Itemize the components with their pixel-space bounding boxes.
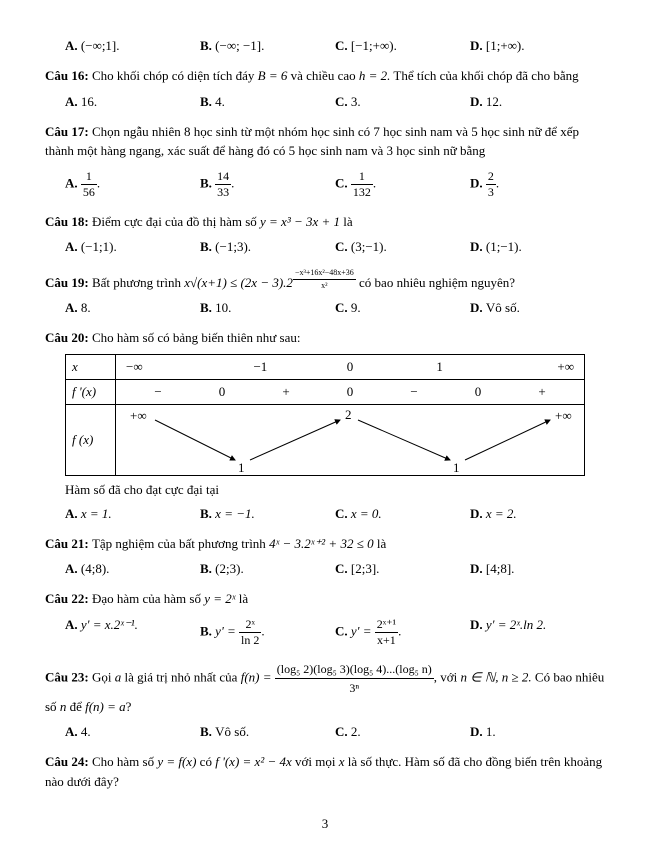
q18-options: A. (−1;1). B. (−1;3). C. (3;−1). D. (1;−…	[65, 239, 605, 255]
svg-text:2: 2	[345, 407, 352, 422]
svg-text:1: 1	[238, 460, 245, 475]
option-a: A. (−∞;1].	[65, 38, 200, 54]
question-23: Câu 23: Gọi a là giá trị nhỏ nhất của f(…	[45, 660, 605, 717]
variation-arrows: +∞ 1 2 1 +∞	[116, 405, 584, 475]
question-16: Câu 16: Cho khối chóp có diện tích đáy B…	[45, 66, 605, 86]
option-b: B. (−∞; −1].	[200, 38, 335, 54]
option-b: B. x = −1.	[200, 506, 335, 522]
q17-options: A. 156. B. 1433. C. 1132. D. 23.	[65, 169, 605, 200]
option-c: C. [2;3].	[335, 561, 470, 577]
q22-options: A. y' = x.2ˣ⁻¹. B. y' = 2ˣln 2. C. y' = …	[65, 617, 605, 648]
option-d: D. 1.	[470, 724, 605, 740]
option-d: D. (1;−1).	[470, 239, 605, 255]
option-b: B. 1433.	[200, 169, 335, 200]
question-17: Câu 17: Chọn ngẫu nhiên 8 học sinh từ mộ…	[45, 122, 605, 161]
option-c: C. [−1;+∞).	[335, 38, 470, 54]
option-b: B. y' = 2ˣln 2.	[200, 617, 335, 648]
option-c: C. 2.	[335, 724, 470, 740]
option-c: C. 3.	[335, 94, 470, 110]
option-a: A. x = 1.	[65, 506, 200, 522]
option-d: D. [1;+∞).	[470, 38, 605, 54]
option-c: C. (3;−1).	[335, 239, 470, 255]
f-left-inf: +∞	[130, 408, 147, 423]
question-18: Câu 18: Điểm cực đại của đồ thị hàm số y…	[45, 212, 605, 232]
option-b: B. 4.	[200, 94, 335, 110]
option-c: C. y' = 2ˣ⁺¹x+1.	[335, 617, 470, 648]
option-d: D. [4;8].	[470, 561, 605, 577]
question-21: Câu 21: Tập nghiệm của bất phương trình …	[45, 534, 605, 554]
question-20: Câu 20: Cho hàm số có bảng biến thiên nh…	[45, 328, 605, 348]
q20-options: A. x = 1. B. x = −1. C. x = 0. D. x = 2.	[65, 506, 605, 522]
option-d: D. x = 2.	[470, 506, 605, 522]
svg-text:+∞: +∞	[555, 408, 572, 423]
q20-post: Hàm số đã cho đạt cực đại tại	[65, 482, 605, 498]
option-d: D. y' = 2ˣ.ln 2.	[470, 617, 605, 648]
svg-text:1: 1	[453, 460, 460, 475]
q16-options: A. 16. B. 4. C. 3. D. 12.	[65, 94, 605, 110]
question-22: Câu 22: Đạo hàm của hàm số y = 2ˣ là	[45, 589, 605, 609]
option-d: D. Vô số.	[470, 300, 605, 316]
option-a: A. 8.	[65, 300, 200, 316]
question-24: Câu 24: Cho hàm số y = f(x) có f '(x) = …	[45, 752, 605, 791]
page-number: 3	[45, 816, 605, 832]
option-c: C. 1132.	[335, 169, 470, 200]
question-19: Câu 19: Bất phương trình x√(x+1) ≤ (2x −…	[45, 267, 605, 292]
option-c: C. 9.	[335, 300, 470, 316]
option-a: A. (4;8).	[65, 561, 200, 577]
q23-options: A. 4. B. Vô số. C. 2. D. 1.	[65, 724, 605, 740]
option-d: D. 23.	[470, 169, 605, 200]
variation-table: x −∞ −1 0 1 +∞ f '(x) − 0 + 0 − 0 + f (x…	[65, 354, 585, 476]
option-c: C. x = 0.	[335, 506, 470, 522]
option-a: A. (−1;1).	[65, 239, 200, 255]
option-a: A. y' = x.2ˣ⁻¹.	[65, 617, 200, 648]
option-a: A. 156.	[65, 169, 200, 200]
option-b: B. (−1;3).	[200, 239, 335, 255]
q19-options: A. 8. B. 10. C. 9. D. Vô số.	[65, 300, 605, 316]
option-a: A. 16.	[65, 94, 200, 110]
q15-options: A. (−∞;1]. B. (−∞; −1]. C. [−1;+∞). D. […	[65, 38, 605, 54]
option-d: D. 12.	[470, 94, 605, 110]
option-b: B. Vô số.	[200, 724, 335, 740]
q21-options: A. (4;8). B. (2;3). C. [2;3]. D. [4;8].	[65, 561, 605, 577]
option-b: B. (2;3).	[200, 561, 335, 577]
option-a: A. 4.	[65, 724, 200, 740]
option-b: B. 10.	[200, 300, 335, 316]
